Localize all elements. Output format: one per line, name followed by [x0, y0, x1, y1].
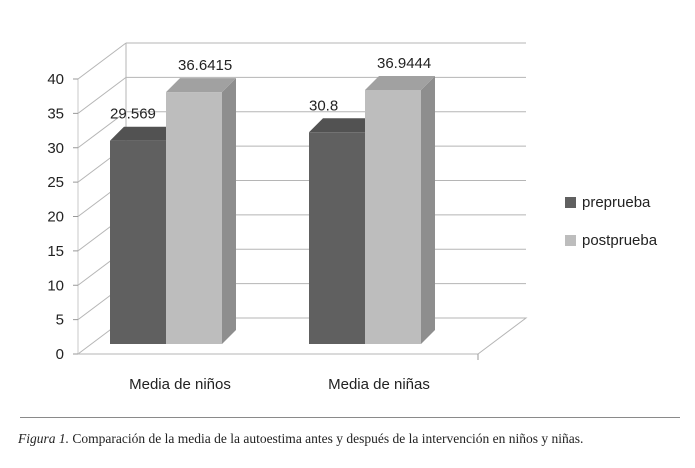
data-label: 29.569 — [110, 106, 156, 123]
y-tick-label: 35 — [47, 105, 64, 122]
gridline-diagonal — [77, 111, 127, 149]
data-label: 30.8 — [309, 97, 338, 114]
bar-preprueba-1-top — [309, 118, 379, 133]
data-labels: 29.569 36.6415 30.8 36.9444 — [110, 55, 431, 123]
legend-swatch-preprueba — [565, 196, 576, 208]
bar-postprueba-0-side — [222, 78, 236, 344]
y-tick-label: 30 — [47, 140, 64, 157]
y-tick-label: 10 — [47, 277, 64, 294]
gridline-diagonal — [77, 76, 127, 114]
bar-postprueba-0 — [166, 92, 222, 344]
category-labels: Media de niños Media de niñas — [129, 376, 430, 393]
bar-preprueba-0-top — [110, 126, 180, 141]
category-label: Media de niños — [129, 376, 231, 393]
legend-label-postprueba: postprueba — [582, 231, 658, 249]
bar-postprueba-1 — [365, 90, 421, 344]
y-tick-label: 0 — [56, 346, 64, 363]
data-label: 36.9444 — [377, 55, 431, 72]
y-tick-label: 15 — [47, 243, 64, 260]
legend-item-preprueba: preprueba — [565, 192, 657, 212]
gridline-diagonal — [77, 42, 127, 80]
caption-divider — [20, 417, 680, 418]
data-label: 36.6415 — [178, 57, 232, 74]
bars — [110, 76, 435, 344]
caption-text: Comparación de la media de la autoestima… — [69, 431, 584, 446]
figure-number: Figura 1. — [18, 431, 70, 446]
y-axis-ticks: 0 5 10 15 20 25 30 35 40 — [47, 71, 78, 363]
y-tick-label: 25 — [47, 174, 64, 191]
legend-item-postprueba: postprueba — [565, 230, 657, 250]
y-tick-label: 20 — [47, 209, 64, 226]
legend: preprueba postprueba — [565, 192, 657, 268]
bar-postprueba-1-side — [421, 76, 435, 344]
legend-label-preprueba: preprueba — [582, 193, 651, 211]
bar-preprueba-1 — [309, 132, 365, 344]
bar-postprueba-0-top — [166, 78, 236, 93]
legend-swatch-postprueba — [565, 234, 576, 246]
y-tick-label: 5 — [56, 312, 64, 329]
bar-preprueba-0 — [110, 140, 166, 344]
y-tick-label: 40 — [47, 71, 64, 88]
category-label: Media de niñas — [328, 376, 430, 393]
bar-postprueba-1-top — [365, 76, 435, 91]
figure-caption: Figura 1. Comparación de la media de la … — [18, 431, 583, 447]
